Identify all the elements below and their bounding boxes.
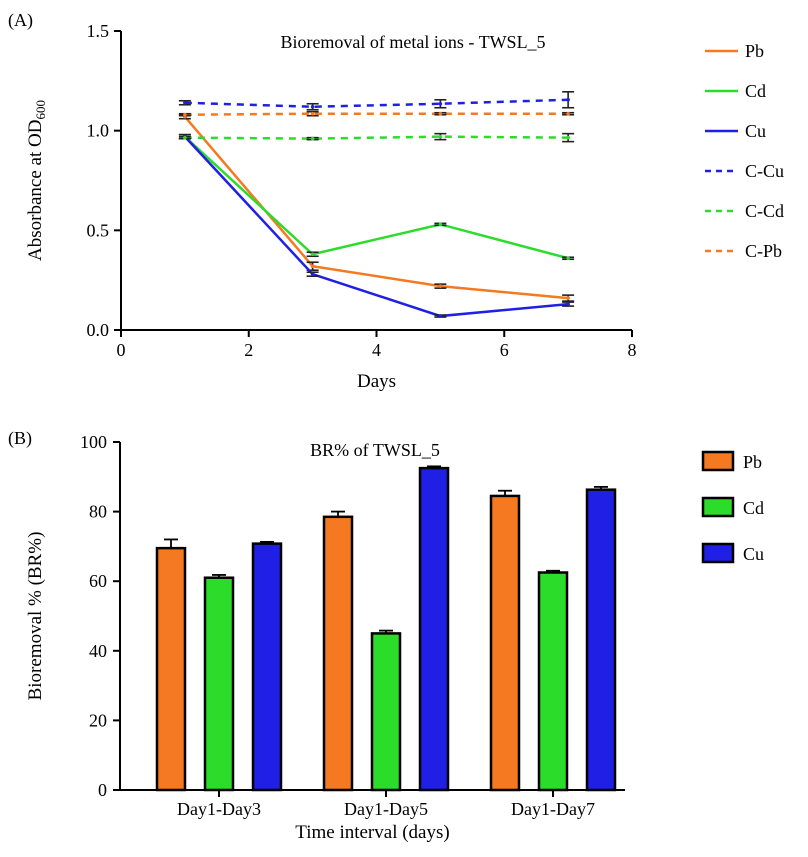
category-label: Day1-Day3: [177, 799, 261, 819]
panel-b-label: (B): [8, 428, 32, 449]
legend-swatch-cd: [701, 496, 735, 518]
legend-label-c-cu: C-Cu: [745, 161, 784, 181]
series-line-c-cu: [184, 98, 569, 108]
category-label: Day1-Day5: [344, 799, 428, 819]
data-point-c-pb: [183, 112, 187, 117]
panel-a-y-tick-label: 1.0: [87, 121, 110, 141]
legend-label-c-pb: C-Pb: [745, 241, 782, 261]
legend-swatch-pb: [701, 450, 735, 472]
data-point-c-cd: [310, 136, 315, 141]
panel-b-y-tick-label: 60: [89, 571, 107, 591]
legend-swatch-cu: [701, 542, 735, 564]
panel-b-x-axis-label: Time interval (days): [295, 822, 449, 843]
data-point-cd: [310, 252, 315, 257]
panel-a-x-tick-label: 4: [372, 340, 381, 360]
panel-b-y-axis-label: Bioremoval % (BR%): [25, 532, 46, 701]
data-point-c-pb: [310, 111, 315, 116]
data-point-c-cu: [183, 100, 187, 105]
data-point-cd: [566, 256, 570, 261]
panel-a-y-tick-label: 0.0: [87, 320, 110, 340]
panel-a-x-tick-label: 0: [117, 340, 126, 360]
panel-a-y-tick-label: 1.5: [87, 21, 110, 41]
data-point-cu: [310, 272, 315, 276]
bar-cd: [537, 571, 569, 792]
panel-a-x-tick-label: 6: [500, 340, 509, 360]
legend-label-cd: Cd: [745, 81, 766, 101]
panel-a-label: (A): [8, 10, 33, 31]
legend-label-cu: Cu: [743, 544, 764, 564]
bar-pb: [155, 546, 187, 792]
legend-label-pb: Pb: [745, 41, 764, 61]
data-point-c-cd: [438, 134, 443, 139]
legend-label-cu: Cu: [745, 121, 766, 141]
data-point-cu: [438, 314, 443, 318]
panel-b-y-tick-label: 80: [89, 502, 107, 522]
panel-b-y-tick-label: 100: [80, 432, 107, 452]
panel-a-x-tick-label: 8: [628, 340, 637, 360]
panel-b-y-tick-label: 0: [98, 780, 107, 800]
bar-cu: [418, 466, 450, 792]
data-point-cu: [566, 302, 570, 306]
panel-a-x-axis-label: Days: [357, 371, 396, 392]
panel-a-y-tick-label: 0.5: [87, 220, 110, 240]
data-point-c-cd: [566, 135, 570, 140]
series-line-pb: [183, 115, 569, 300]
panel-b-y-tick-label: 40: [89, 641, 107, 661]
panel-b-title: BR% of TWSL_5: [310, 440, 440, 460]
bar-cd: [203, 576, 235, 792]
data-point-c-cu: [310, 104, 315, 109]
series-line-c-pb: [184, 112, 569, 116]
bar-pb: [322, 515, 354, 792]
data-point-cd: [438, 222, 443, 227]
panel-a-x-tick-label: 2: [244, 340, 253, 360]
bar-pb: [489, 494, 521, 792]
data-point-pb: [310, 264, 315, 269]
series-line-cd: [184, 135, 569, 260]
data-point-c-cu: [566, 97, 570, 102]
data-point-c-pb: [438, 111, 443, 116]
panel-b-y-tick-label: 20: [89, 710, 107, 730]
category-label: Day1-Day7: [511, 799, 595, 819]
legend-label-c-cd: C-Cd: [745, 201, 784, 221]
data-point-c-cd: [183, 135, 187, 140]
legend-label-cd: Cd: [743, 498, 764, 518]
panel-a-title: Bioremoval of metal ions - TWSL_5: [280, 32, 545, 52]
legend-label-pb: Pb: [743, 452, 762, 472]
panel-a-y-axis-label: Absorbance at OD600: [25, 100, 48, 261]
data-point-pb: [438, 284, 443, 288]
data-point-c-pb: [566, 111, 570, 116]
data-point-c-cu: [438, 101, 443, 106]
bar-cu: [251, 542, 283, 792]
series-line-c-cd: [184, 135, 569, 140]
panel-a-y-axis-label-sub: 600: [33, 100, 48, 120]
data-point-pb: [566, 296, 570, 300]
series-line-cu: [183, 135, 569, 318]
bar-cd: [370, 632, 402, 792]
panel-a-y-axis-label-main: Absorbance at OD: [25, 120, 46, 261]
bar-cu: [585, 488, 617, 792]
